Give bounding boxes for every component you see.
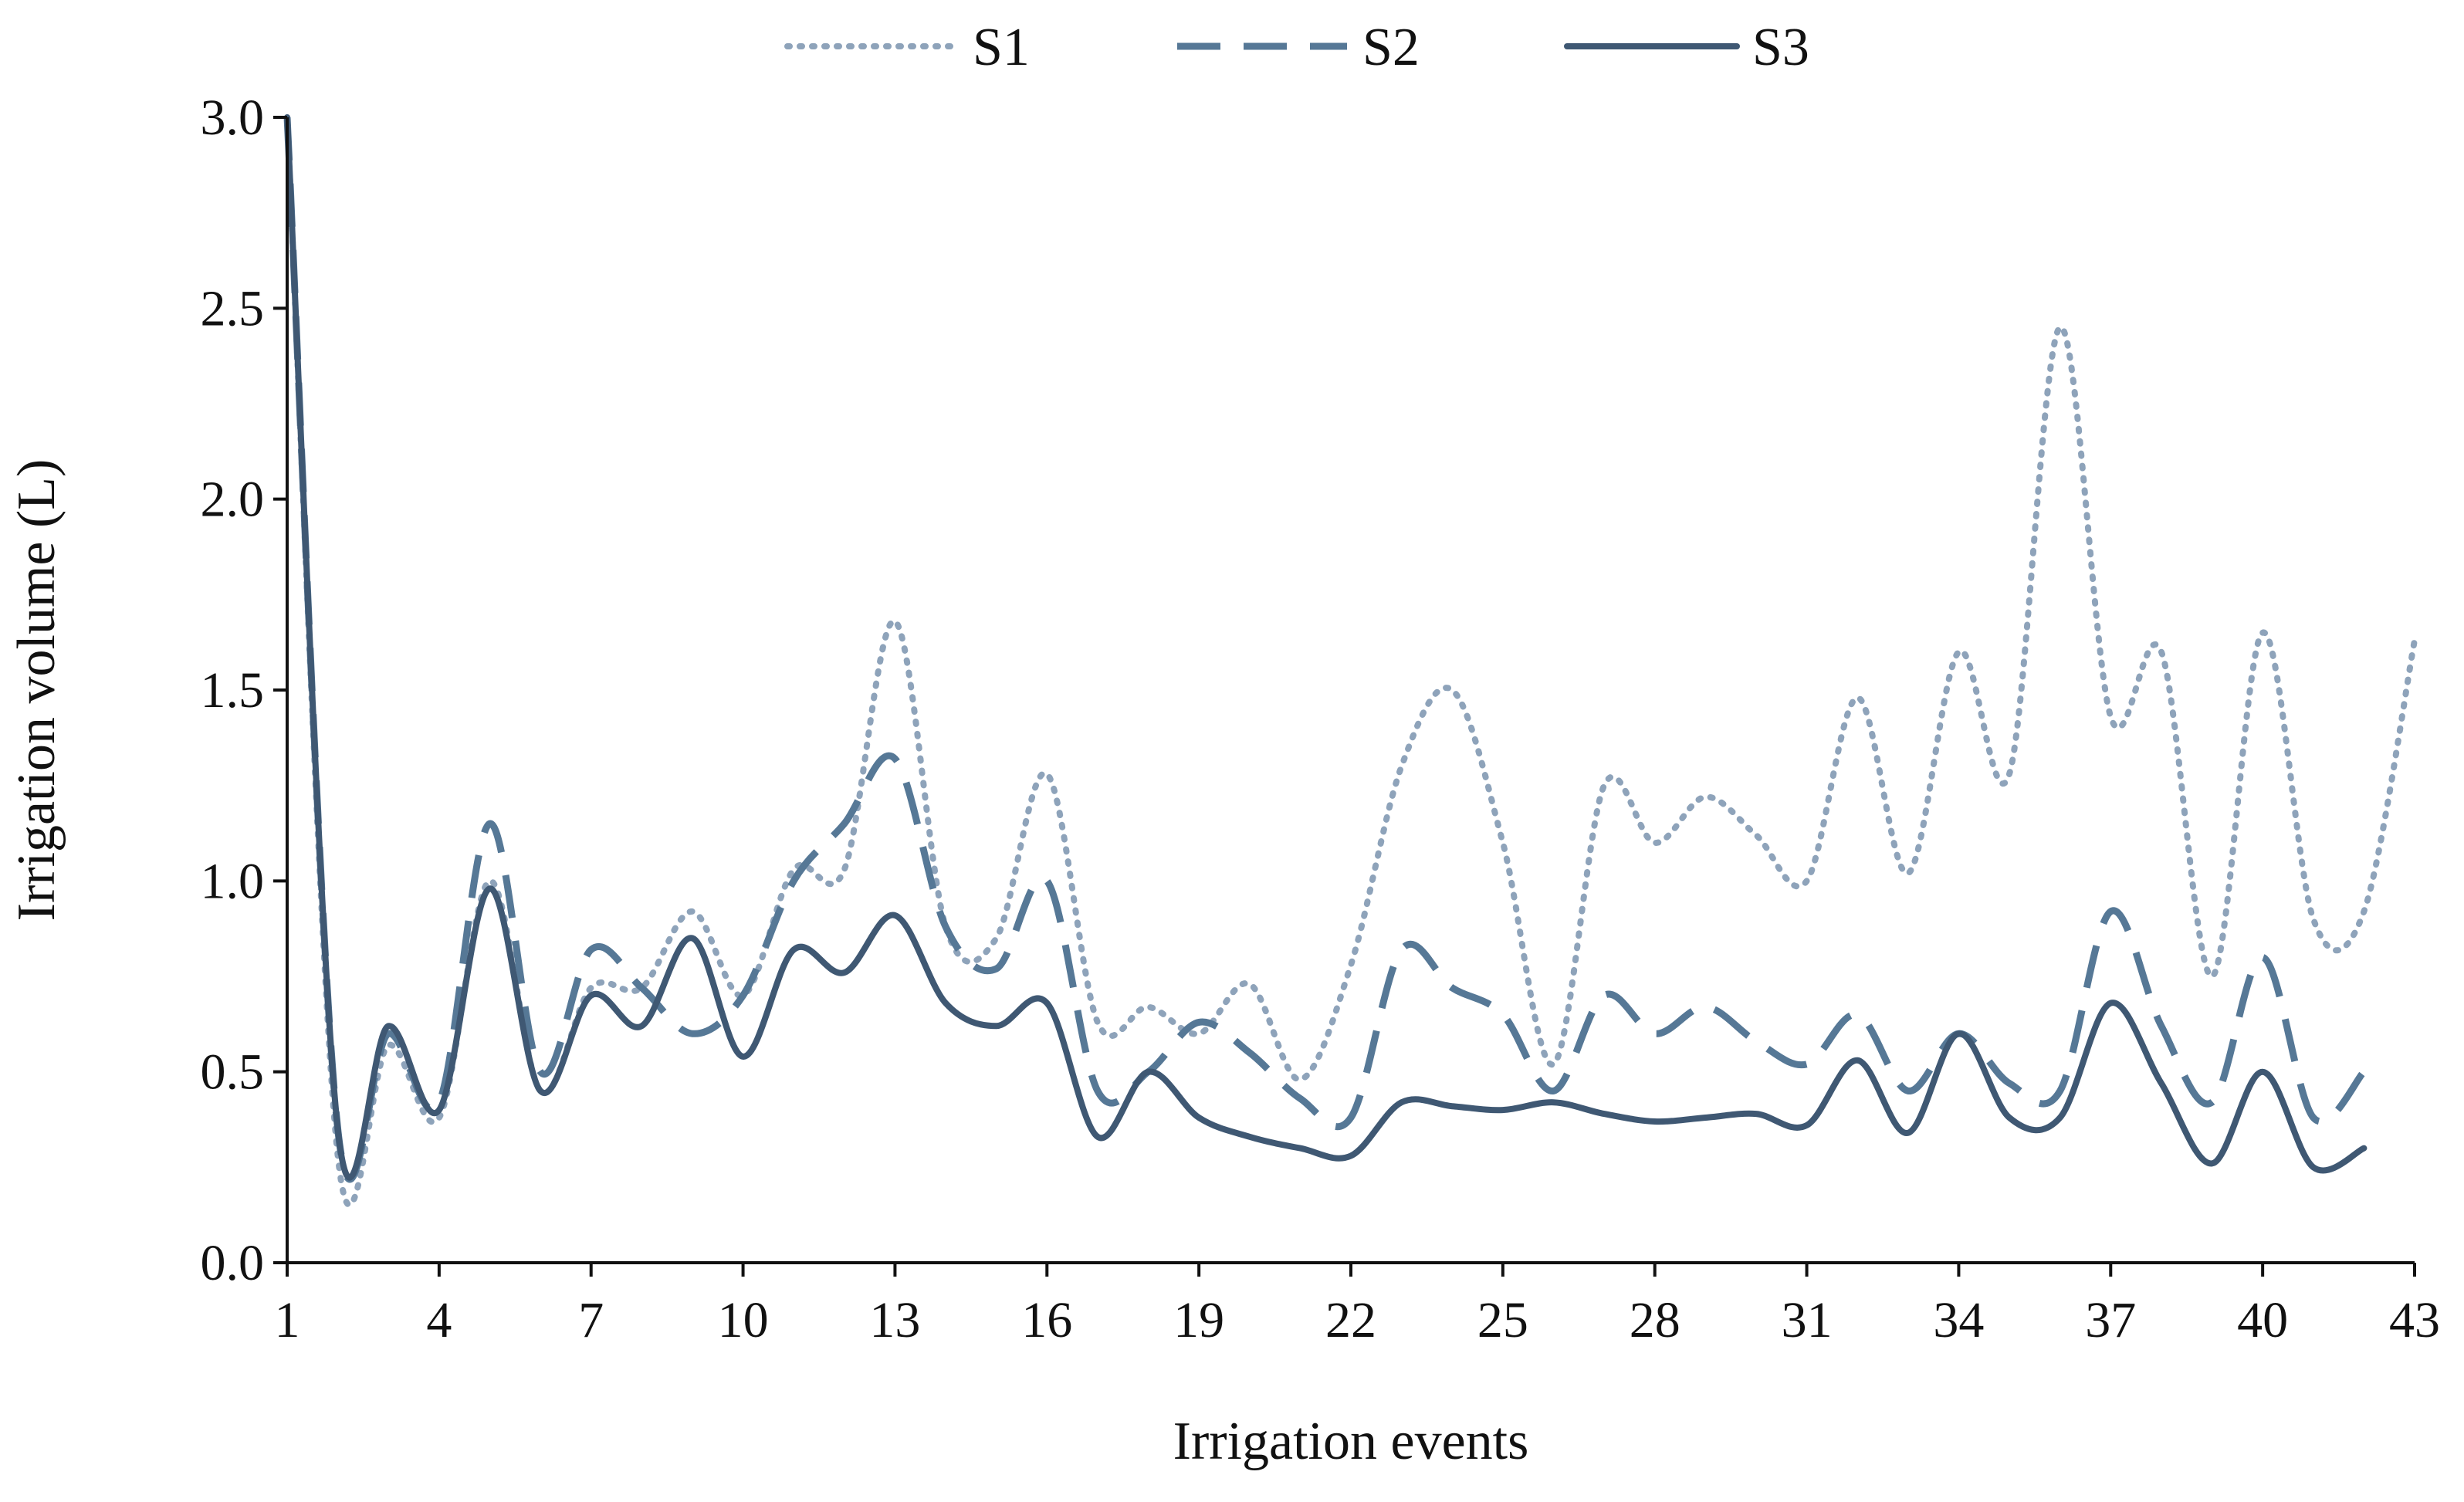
x-tick-label: 10 bbox=[718, 1292, 769, 1348]
y-tick-label: 1.0 bbox=[201, 853, 265, 909]
x-tick-label: 22 bbox=[1325, 1292, 1376, 1348]
legend: S1 S2 S3 bbox=[784, 18, 1809, 77]
y-tick-label: 2.0 bbox=[201, 472, 265, 528]
y-tick-label: 0.5 bbox=[201, 1044, 265, 1101]
y-tick-label: 1.5 bbox=[201, 662, 265, 719]
series-line-s1 bbox=[284, 114, 2418, 1208]
x-tick-label: 25 bbox=[1477, 1292, 1528, 1348]
x-tick-label: 37 bbox=[2085, 1292, 2136, 1348]
x-tick-label: 7 bbox=[578, 1292, 604, 1348]
x-tick-label: 43 bbox=[2389, 1292, 2440, 1348]
axes-layer bbox=[286, 117, 2415, 1264]
series-line-s2 bbox=[283, 117, 2367, 1183]
x-tick-label: 1 bbox=[275, 1292, 300, 1348]
legend-label-s1: S1 bbox=[973, 18, 1030, 77]
ticks-layer: 0.0 0.5 1.0 1.5 2.0 2.5 3.0 1 4 7 10 13 16 19 22 25 28 31… bbox=[201, 90, 2441, 1348]
y-tick-label: 3.0 bbox=[201, 90, 265, 146]
x-tick-label: 28 bbox=[1630, 1292, 1680, 1348]
legend-label-s3: S3 bbox=[1752, 18, 1809, 77]
x-tick-label: 13 bbox=[869, 1292, 920, 1348]
x-tick-label: 4 bbox=[426, 1292, 452, 1348]
x-tick-label: 34 bbox=[1933, 1292, 1984, 1348]
x-axis-title: Irrigation events bbox=[1173, 1412, 1529, 1471]
x-tick-label: 16 bbox=[1021, 1292, 1072, 1348]
x-tick-label: 40 bbox=[2237, 1292, 2288, 1348]
series-layer bbox=[283, 114, 2418, 1208]
y-tick-label: 2.5 bbox=[201, 280, 265, 337]
y-tick-label: 0.0 bbox=[201, 1235, 265, 1291]
legend-label-s2: S2 bbox=[1362, 18, 1420, 77]
x-tick-label: 19 bbox=[1173, 1292, 1224, 1348]
series-line-s3 bbox=[284, 114, 2368, 1181]
x-tick-label: 31 bbox=[1782, 1292, 1833, 1348]
y-axis-title: Irrigation volume (L) bbox=[7, 459, 66, 922]
